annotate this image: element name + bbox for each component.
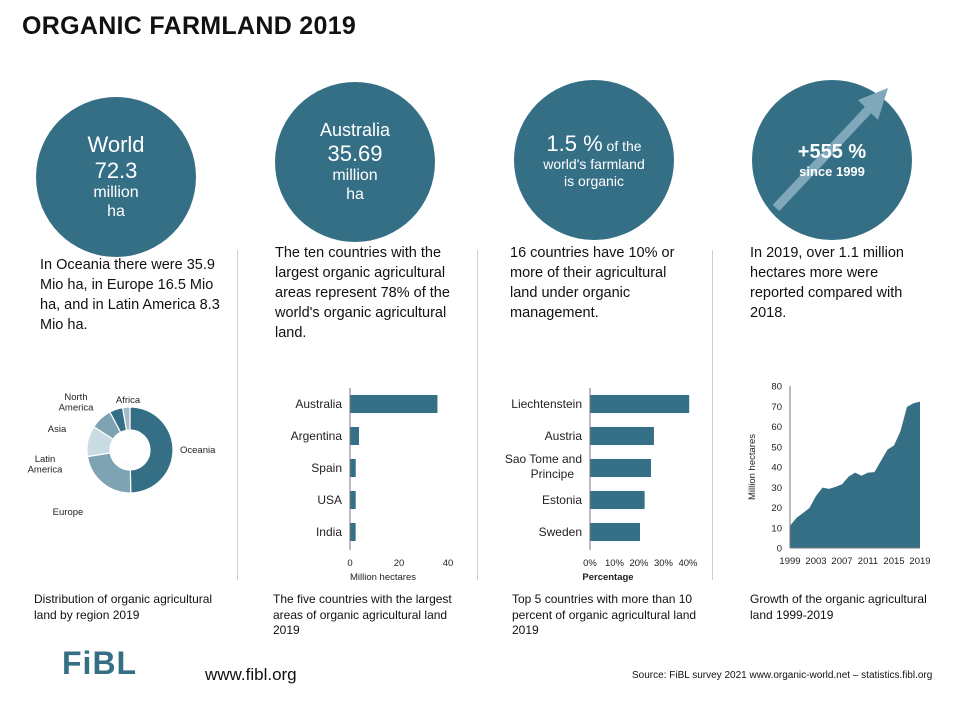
stat-australia-value: 35.69 xyxy=(327,140,383,166)
stat-circle-world: World 72.3 million ha xyxy=(36,97,196,257)
bar-label: Australia xyxy=(295,397,342,411)
stat-growth-value: +555 % xyxy=(797,140,867,163)
stat-growth-since: since 1999 xyxy=(799,164,865,180)
y-tick-label: 40 xyxy=(771,463,782,474)
x-tick-label: 10% xyxy=(605,558,625,569)
y-tick-label: 70 xyxy=(771,402,782,413)
caption-bar-countries: The five countries with the largest area… xyxy=(273,592,452,638)
column-divider xyxy=(712,250,713,580)
donut-label: North America xyxy=(59,392,95,414)
x-axis-title: Percentage xyxy=(582,572,633,583)
bar xyxy=(590,523,640,541)
y-tick-label: 0 xyxy=(777,544,782,555)
x-tick-label: 40% xyxy=(678,558,698,569)
y-tick-label: 20 xyxy=(771,503,782,514)
stat-circle-growth: +555 % since 1999 xyxy=(752,80,912,240)
bar-label: Austria xyxy=(545,429,583,443)
donut-label: Africa xyxy=(116,395,141,406)
x-tick-label: 2003 xyxy=(805,556,826,567)
bar xyxy=(590,491,645,509)
donut-label: Latin America xyxy=(28,454,64,476)
x-tick-label: 2007 xyxy=(831,556,852,567)
column-divider xyxy=(477,250,478,580)
bar-label: India xyxy=(316,525,342,539)
website-link[interactable]: www.fibl.org xyxy=(205,665,297,684)
donut-slice-africa xyxy=(121,406,131,431)
bar-label: USA xyxy=(317,493,342,507)
description-oceania: In Oceania there were 35.9 Mio ha, in Eu… xyxy=(40,257,220,333)
growth-arrow-icon xyxy=(772,88,888,212)
y-axis-title: Million hectares xyxy=(747,434,758,500)
stat-australia-unit-2: ha xyxy=(346,185,364,203)
x-tick-label: 2015 xyxy=(883,556,904,567)
bar xyxy=(590,459,652,477)
fibl-logo: FiBL xyxy=(62,645,138,681)
x-tick-label: 40 xyxy=(443,558,454,569)
stat-share-line-3: is organic xyxy=(564,172,624,189)
stat-world-unit-1: million xyxy=(93,184,139,202)
stat-world-unit-2: ha xyxy=(107,202,125,220)
x-axis-title: Million hectares xyxy=(350,572,416,583)
x-tick-label: 1999 xyxy=(779,556,800,567)
area-series xyxy=(790,401,920,548)
stat-share-suffix: of the xyxy=(602,137,642,154)
donut-label: Asia xyxy=(48,424,67,435)
bar xyxy=(590,395,690,413)
y-tick-label: 50 xyxy=(771,442,782,453)
description-ten-percent: 16 countries have 10% or more of their a… xyxy=(510,245,675,321)
y-tick-label: 10 xyxy=(771,523,782,534)
stat-circle-australia: Australia 35.69 million ha xyxy=(275,82,435,242)
stat-world-value: 72.3 xyxy=(94,158,138,184)
x-tick-label: 2011 xyxy=(858,556,878,567)
x-tick-label: 20% xyxy=(629,558,649,569)
stat-share-line-2: world's farmland xyxy=(543,156,645,173)
x-tick-label: 30% xyxy=(654,558,674,569)
bar-label: Sao Tome and Principe xyxy=(505,452,582,481)
area-chart-growth: 0 10 20 30 40 50 60 70 80 1999 2003 2007 2011 2015 201… xyxy=(747,382,931,568)
stat-australia-label: Australia xyxy=(319,119,391,140)
donut-slice-europe xyxy=(86,452,132,494)
bar xyxy=(350,395,438,413)
bar-label: Liechtenstein xyxy=(511,397,582,411)
description-top-ten: The ten countries with the largest organ… xyxy=(275,245,450,341)
donut-chart-regions: Oceania Europe Latin America Asia North Americ… xyxy=(28,392,217,518)
bar xyxy=(350,427,359,445)
source-note: Source: FiBL survey 2021 www.organic-wor… xyxy=(632,670,933,681)
stat-share-value: 1.5 % xyxy=(546,130,603,156)
bar xyxy=(590,427,654,445)
bar-chart-percentage: Liechtenstein Austria Sao Tome and Principe… xyxy=(505,388,698,583)
caption-bar-percentage: Top 5 countries with more than 10 percen… xyxy=(512,592,697,638)
y-tick-label: 60 xyxy=(771,422,782,433)
bar-label: Estonia xyxy=(542,493,582,507)
donut-slice-oceania xyxy=(129,406,174,494)
bar xyxy=(350,523,356,541)
x-tick-label: 2019 xyxy=(909,556,930,567)
caption-area: Growth of the organic agricultural land … xyxy=(750,592,927,622)
stat-circle-share: 1.5 % of the world's farmland is organic xyxy=(514,80,674,240)
donut-label: Europe xyxy=(53,507,84,518)
description-growth: In 2019, over 1.1 million hectares more … xyxy=(750,245,904,321)
stat-world-label: World xyxy=(87,132,145,158)
x-tick-label: 20 xyxy=(394,558,405,569)
stat-australia-unit-1: million xyxy=(332,166,378,184)
column-divider xyxy=(237,250,238,580)
bar-chart-countries: Australia Argentina Spain USA India 0 20 40 Mill… xyxy=(291,388,454,583)
bar-label: Spain xyxy=(311,461,342,475)
caption-donut: Distribution of organic agricultural lan… xyxy=(34,592,213,622)
donut-label: Oceania xyxy=(180,445,216,456)
bar xyxy=(350,491,356,509)
y-tick-label: 80 xyxy=(771,382,782,393)
bar-label: Argentina xyxy=(291,429,343,443)
page-title: ORGANIC FARMLAND 2019 xyxy=(22,12,357,40)
x-tick-label: 0% xyxy=(583,558,597,569)
bar-label: Sweden xyxy=(539,525,582,539)
x-tick-label: 0 xyxy=(347,558,352,569)
bar xyxy=(350,459,356,477)
y-tick-label: 30 xyxy=(771,483,782,494)
